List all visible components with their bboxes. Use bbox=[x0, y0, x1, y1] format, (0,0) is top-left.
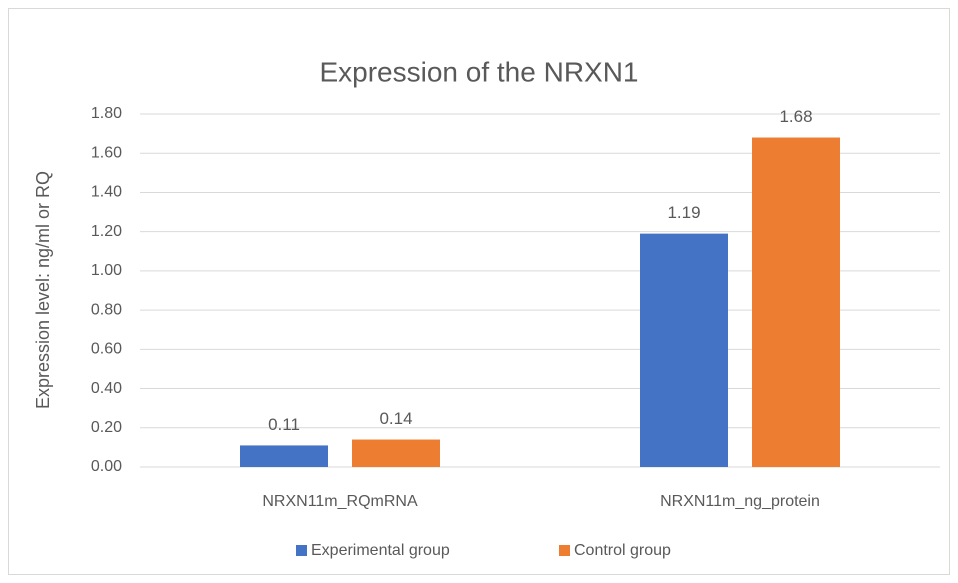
y-tick-label: 1.20 bbox=[91, 223, 122, 240]
y-tick-label: 0.20 bbox=[91, 419, 122, 436]
legend-swatch bbox=[559, 545, 570, 556]
y-tick-label: 1.40 bbox=[91, 184, 122, 201]
data-label: 0.11 bbox=[268, 415, 300, 434]
y-tick-label: 0.60 bbox=[91, 341, 122, 358]
bar bbox=[752, 137, 840, 468]
data-label: 0.14 bbox=[379, 409, 412, 428]
data-label: 1.68 bbox=[779, 107, 812, 126]
legend-label: Control group bbox=[574, 542, 671, 559]
chart-title: Expression of the NRXN1 bbox=[319, 56, 638, 87]
data-label: 1.19 bbox=[667, 203, 700, 222]
legend-label: Experimental group bbox=[311, 542, 450, 559]
y-tick-label: 1.80 bbox=[91, 105, 122, 122]
legend-swatch bbox=[296, 545, 307, 556]
y-axis-label: Expression level: ng/ml or RQ bbox=[33, 171, 53, 409]
x-tick-label: NRXN11m_ng_protein bbox=[660, 493, 820, 510]
y-tick-label: 0.40 bbox=[91, 380, 122, 397]
bar bbox=[352, 439, 440, 467]
bar bbox=[640, 233, 728, 467]
y-tick-label: 0.80 bbox=[91, 301, 122, 318]
bar bbox=[240, 445, 328, 467]
x-tick-label: NRXN11m_RQmRNA bbox=[262, 493, 418, 510]
y-tick-label: 0.00 bbox=[91, 458, 122, 475]
y-tick-label: 1.00 bbox=[91, 262, 122, 279]
y-tick-label: 1.60 bbox=[91, 144, 122, 161]
